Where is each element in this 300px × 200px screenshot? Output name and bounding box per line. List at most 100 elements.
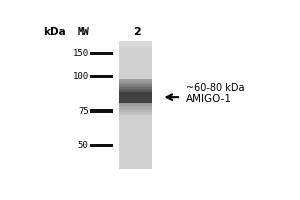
Bar xyxy=(119,69,152,70)
Bar xyxy=(119,94,152,95)
Bar xyxy=(119,107,152,109)
Bar xyxy=(119,164,152,165)
Bar xyxy=(119,99,152,100)
Bar xyxy=(119,42,152,43)
Bar xyxy=(119,81,152,83)
Bar xyxy=(119,111,152,112)
Bar xyxy=(119,101,152,102)
Bar xyxy=(119,134,152,135)
Bar xyxy=(119,160,152,161)
Text: ~60-80 kDa: ~60-80 kDa xyxy=(186,83,245,93)
Bar xyxy=(119,154,152,155)
Bar xyxy=(119,129,152,130)
Bar xyxy=(119,127,152,128)
Bar xyxy=(119,84,152,86)
Bar xyxy=(119,137,152,138)
Bar xyxy=(119,167,152,168)
Bar xyxy=(119,83,152,84)
Bar xyxy=(119,53,152,54)
Bar xyxy=(119,84,152,85)
Bar xyxy=(119,93,152,94)
Bar xyxy=(119,95,152,96)
Bar xyxy=(119,73,152,74)
Bar xyxy=(119,135,152,136)
Bar xyxy=(119,48,152,49)
Bar xyxy=(90,75,113,78)
Bar xyxy=(119,100,152,101)
Bar xyxy=(119,104,152,106)
Bar xyxy=(119,148,152,149)
Text: 100: 100 xyxy=(73,72,89,81)
Bar xyxy=(119,66,152,67)
Bar xyxy=(119,155,152,156)
Bar xyxy=(119,150,152,151)
Bar xyxy=(119,156,152,157)
Bar xyxy=(119,65,152,66)
Bar xyxy=(119,96,152,97)
Bar xyxy=(90,144,113,147)
Bar xyxy=(119,75,152,76)
Bar xyxy=(119,142,152,143)
Bar xyxy=(119,110,152,112)
Bar xyxy=(119,163,152,164)
Bar xyxy=(119,103,152,104)
Text: 50: 50 xyxy=(78,141,89,150)
Bar xyxy=(119,122,152,123)
Bar xyxy=(119,51,152,52)
Bar xyxy=(119,103,152,104)
Bar xyxy=(119,41,152,42)
Bar xyxy=(119,120,152,121)
Bar xyxy=(119,158,152,159)
Bar xyxy=(119,98,152,99)
Bar xyxy=(119,90,152,91)
Bar xyxy=(119,87,152,88)
Bar xyxy=(119,151,152,152)
Bar xyxy=(119,113,152,114)
Bar xyxy=(119,74,152,75)
Bar xyxy=(119,46,152,47)
Bar xyxy=(90,109,113,113)
Bar xyxy=(119,124,152,125)
Bar xyxy=(119,90,152,92)
Bar xyxy=(119,72,152,73)
Bar xyxy=(119,86,152,87)
Bar xyxy=(119,131,152,132)
Bar xyxy=(119,106,152,107)
Bar xyxy=(119,112,152,113)
Bar xyxy=(119,70,152,71)
Bar xyxy=(119,146,152,147)
Bar xyxy=(119,80,152,81)
Bar xyxy=(119,121,152,122)
Bar xyxy=(119,89,152,90)
Bar xyxy=(119,138,152,139)
Text: MW: MW xyxy=(78,27,90,37)
Bar xyxy=(119,56,152,57)
Bar xyxy=(119,92,152,93)
Bar xyxy=(119,117,152,118)
Bar xyxy=(119,153,152,154)
Bar xyxy=(119,165,152,166)
Bar xyxy=(119,107,152,108)
Bar xyxy=(119,104,152,105)
Bar xyxy=(119,110,152,111)
Bar xyxy=(119,88,152,89)
Bar xyxy=(119,76,152,77)
Bar xyxy=(119,112,152,113)
Bar xyxy=(119,145,152,146)
Bar xyxy=(119,147,152,148)
Bar xyxy=(119,141,152,142)
Bar xyxy=(119,55,152,56)
Bar xyxy=(119,126,152,127)
Bar xyxy=(119,136,152,137)
Bar xyxy=(119,57,152,58)
Bar xyxy=(119,114,152,115)
Bar xyxy=(119,82,152,83)
Bar xyxy=(119,168,152,169)
Bar xyxy=(119,149,152,150)
Bar xyxy=(119,49,152,50)
Bar xyxy=(119,102,152,103)
Bar xyxy=(119,157,152,158)
Bar xyxy=(119,47,152,48)
Bar xyxy=(119,106,152,107)
Bar xyxy=(119,77,152,78)
